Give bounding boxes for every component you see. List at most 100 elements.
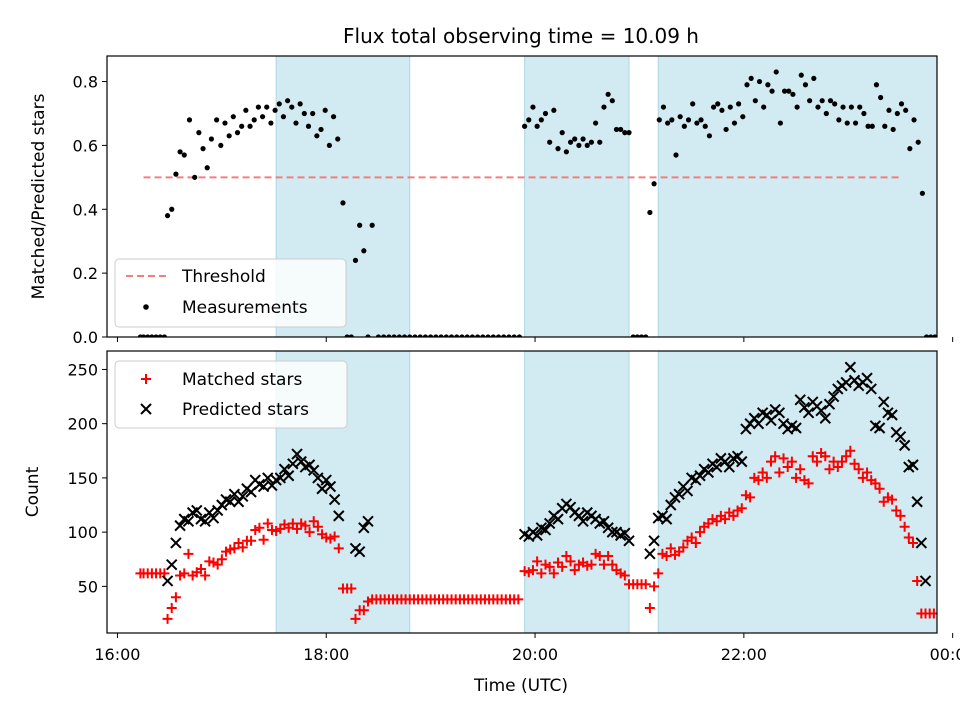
matched-star-marker bbox=[782, 462, 793, 473]
x-tick-label: 00:00 bbox=[930, 645, 960, 664]
measurement-point bbox=[391, 334, 397, 337]
measurement-point bbox=[485, 334, 491, 337]
measurement-point bbox=[626, 130, 632, 136]
matched-star-marker bbox=[774, 467, 785, 478]
predicted-star-marker bbox=[919, 575, 932, 587]
measurement-point bbox=[773, 69, 779, 75]
measurement-point bbox=[840, 104, 846, 110]
measurement-point bbox=[572, 136, 578, 142]
matched-star-marker bbox=[183, 548, 194, 559]
measurement-point bbox=[157, 334, 163, 337]
measurement-point bbox=[464, 334, 470, 337]
measurement-point bbox=[923, 334, 930, 337]
measurement-point bbox=[861, 110, 867, 117]
measurement-point bbox=[454, 334, 460, 337]
measurement-point bbox=[357, 222, 363, 228]
measurement-point bbox=[369, 222, 375, 228]
matched-star-marker bbox=[720, 514, 731, 525]
predicted-star-marker bbox=[623, 535, 635, 547]
measurement-point bbox=[819, 98, 825, 104]
measurement-point bbox=[259, 114, 266, 120]
predicted-star-marker bbox=[878, 396, 890, 408]
measurement-point bbox=[634, 334, 640, 337]
measurement-point bbox=[501, 334, 507, 337]
matched-star-marker bbox=[862, 467, 873, 478]
measurement-point bbox=[196, 130, 202, 136]
matched-star-marker bbox=[653, 568, 664, 579]
measurement-point bbox=[318, 126, 324, 133]
y-tick-label: 0.4 bbox=[73, 200, 98, 219]
predicted-star-marker bbox=[827, 390, 840, 403]
y-tick-label: 200 bbox=[67, 415, 98, 434]
measurement-point bbox=[344, 334, 350, 337]
matched-star-marker bbox=[766, 456, 776, 467]
measurement-point bbox=[723, 126, 729, 133]
measurement-point bbox=[677, 114, 683, 120]
measurement-point bbox=[297, 101, 303, 107]
measurement-point bbox=[301, 110, 307, 117]
predicted-star-marker bbox=[815, 404, 827, 417]
matched-star-marker bbox=[312, 521, 323, 532]
matched-star-marker bbox=[736, 503, 747, 514]
measurement-point bbox=[314, 133, 320, 139]
measurement-point bbox=[230, 114, 236, 120]
measurement-point bbox=[748, 75, 754, 81]
matched-star-marker bbox=[857, 472, 868, 483]
shaded-interval bbox=[524, 56, 630, 337]
predicted-star-marker bbox=[673, 488, 685, 500]
measurement-point bbox=[428, 334, 434, 337]
matched-star-marker bbox=[895, 510, 906, 521]
matched-star-marker bbox=[586, 559, 597, 570]
measurement-point bbox=[480, 334, 486, 337]
matched-star-marker bbox=[853, 464, 864, 475]
predicted-star-marker bbox=[711, 461, 723, 473]
measurement-point bbox=[239, 123, 245, 129]
measurement-point bbox=[907, 146, 913, 152]
measurement-point bbox=[214, 117, 220, 123]
measurement-point bbox=[698, 117, 704, 123]
matched-star-marker bbox=[811, 456, 822, 467]
measurement-point bbox=[192, 174, 198, 180]
matched-star-marker bbox=[619, 570, 630, 581]
measurement-point bbox=[164, 213, 171, 219]
matched-star-marker bbox=[258, 534, 269, 545]
measurement-point bbox=[873, 82, 880, 88]
predicted-star-marker bbox=[324, 480, 337, 493]
x-tick-label: 16:00 bbox=[94, 645, 140, 664]
predicted-star-marker bbox=[665, 499, 677, 511]
predicted-star-marker bbox=[660, 513, 673, 525]
y-tick-label: 0.8 bbox=[73, 73, 98, 92]
y-tick-label: 150 bbox=[67, 469, 98, 488]
matched-star-marker bbox=[527, 565, 538, 576]
y-axis-label: Count bbox=[23, 466, 43, 517]
matched-star-marker bbox=[536, 568, 547, 579]
measurement-point bbox=[669, 117, 675, 123]
matched-star-marker bbox=[329, 531, 340, 542]
matched-star-marker bbox=[891, 505, 902, 516]
measurement-point bbox=[433, 334, 439, 337]
measurement-point bbox=[580, 136, 586, 142]
measurement-point bbox=[365, 334, 371, 337]
measurement-point bbox=[145, 334, 151, 337]
measurement-point bbox=[807, 98, 813, 104]
measurement-point bbox=[928, 334, 934, 337]
measurement-point bbox=[786, 88, 792, 94]
measurement-point bbox=[665, 120, 671, 126]
predicted-star-marker bbox=[237, 490, 249, 503]
measurement-point bbox=[181, 152, 187, 158]
predicted-star-marker bbox=[362, 515, 374, 527]
measurement-point bbox=[878, 94, 884, 101]
measurement-point bbox=[769, 88, 775, 94]
measurement-point bbox=[169, 206, 175, 212]
measurement-point bbox=[255, 104, 261, 110]
predicted-star-marker bbox=[606, 526, 619, 538]
measurement-point bbox=[756, 78, 763, 85]
measurement-point bbox=[469, 334, 476, 337]
measurement-point bbox=[305, 123, 312, 129]
measurement-point bbox=[177, 149, 183, 155]
matched-star-marker bbox=[807, 451, 818, 462]
measurement-point bbox=[293, 120, 299, 126]
measurement-point bbox=[251, 117, 257, 123]
predicted-star-marker bbox=[861, 372, 873, 384]
legend-box bbox=[114, 258, 347, 328]
